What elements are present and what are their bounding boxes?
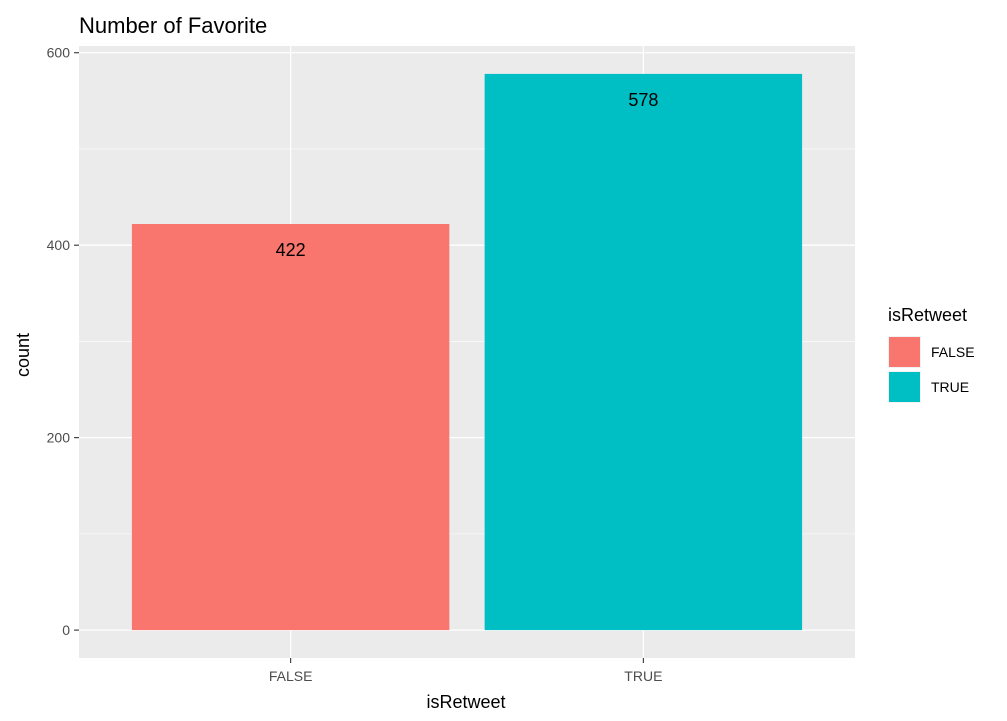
- y-tick-label: 400: [47, 237, 71, 253]
- legend: isRetweet FALSE TRUE: [888, 305, 975, 403]
- y-tick-label: 0: [62, 622, 70, 638]
- x-tick-label: FALSE: [269, 668, 313, 684]
- x-axis-title: isRetweet: [426, 692, 505, 712]
- y-tick-label: 600: [47, 45, 71, 61]
- bar-value-label: 578: [628, 90, 658, 110]
- y-tick-label: 200: [47, 430, 71, 446]
- legend-label: FALSE: [931, 344, 975, 360]
- x-tick-label: TRUE: [624, 668, 662, 684]
- legend-key-true: [889, 372, 920, 402]
- bar-false: [131, 224, 450, 631]
- legend-key-false: [889, 337, 920, 367]
- x-axis: FALSE TRUE: [269, 658, 662, 684]
- bar-value-label: 422: [276, 240, 306, 260]
- bar-labels: 422 578: [276, 90, 659, 260]
- y-axis-title: count: [13, 333, 33, 377]
- legend-label: TRUE: [931, 379, 969, 395]
- chart-title: Number of Favorite: [79, 13, 267, 38]
- bars: [131, 73, 803, 631]
- y-axis: 0 200 400 600: [47, 45, 79, 638]
- bar-true: [484, 73, 803, 631]
- legend-title: isRetweet: [888, 305, 967, 325]
